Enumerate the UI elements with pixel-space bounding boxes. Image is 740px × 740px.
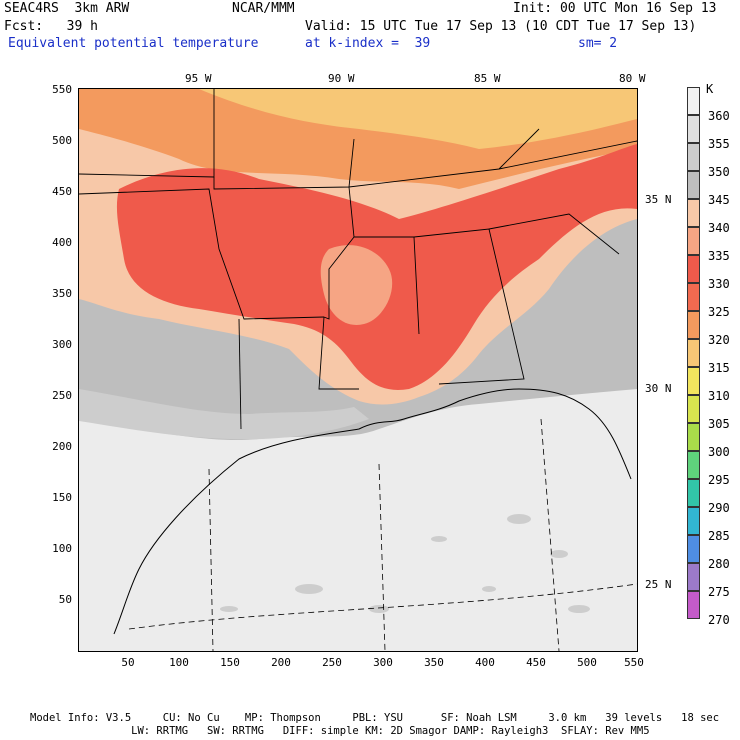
lat-label-25n: 25 N (645, 578, 672, 591)
x-tick: 250 (322, 656, 342, 669)
x-tick: 450 (526, 656, 546, 669)
y-tick: 300 (52, 338, 72, 351)
lat-label-35n: 35 N (645, 193, 672, 206)
colorbar-level-label: 295 (708, 473, 730, 487)
lon-label-85w: 85 W (474, 72, 501, 85)
y-tick: 200 (52, 440, 72, 453)
colorbar-level-label: 285 (708, 529, 730, 543)
colorbar-level-label: 360 (708, 109, 730, 123)
x-tick: 200 (271, 656, 291, 669)
colorbar-swatch (687, 507, 700, 535)
model-info-line2: LW: RRTMG SW: RRTMG DIFF: simple KM: 2D … (30, 725, 650, 737)
colorbar-swatch (687, 423, 700, 451)
center-name: NCAR/MMM (232, 1, 295, 16)
colorbar-level-label: 300 (708, 445, 730, 459)
theta-e-335-pocket (320, 245, 393, 325)
theta-e-315-region (199, 89, 637, 149)
theta-e-map (79, 89, 637, 651)
colorbar-swatch (687, 395, 700, 423)
x-tick: 300 (373, 656, 393, 669)
x-tick: 100 (169, 656, 189, 669)
colorbar-swatch (687, 171, 700, 199)
y-tick: 450 (52, 185, 72, 198)
y-tick: 350 (52, 287, 72, 300)
smoothing: sm= 2 (578, 36, 618, 51)
colorbar-swatch (687, 311, 700, 339)
field-name: Equivalent potential temperature (8, 36, 259, 51)
colorbar-swatch (687, 339, 700, 367)
init-time: Init: 00 UTC Mon 16 Sep 13 (513, 1, 717, 16)
colorbar-swatch (687, 143, 700, 171)
map-panel (78, 88, 638, 652)
y-tick: 150 (52, 491, 72, 504)
lat-label-30n: 30 N (645, 382, 672, 395)
forecast-hour: Fcst: 39 h (4, 19, 98, 34)
y-tick: 50 (58, 593, 72, 606)
x-tick: 150 (220, 656, 240, 669)
coastal-gray (79, 389, 369, 440)
gulf-speckle (220, 514, 590, 613)
colorbar-swatch (687, 451, 700, 479)
valid-time: Valid: 15 UTC Tue 17 Sep 13 (10 CDT Tue … (305, 19, 697, 34)
colorbar-swatch (687, 563, 700, 591)
gulf-ocean (79, 389, 637, 651)
colorbar-level-label: 280 (708, 557, 730, 571)
x-tick: 50 (121, 656, 135, 669)
x-tick: 350 (424, 656, 444, 669)
colorbar-level-label: 325 (708, 305, 730, 319)
state-borders (79, 89, 637, 430)
y-tick: 250 (52, 389, 72, 402)
colorbar-level-label: 330 (708, 277, 730, 291)
colorbar-level-label: 335 (708, 249, 730, 263)
colorbar-swatch (687, 255, 700, 283)
colorbar-level-label: 275 (708, 585, 730, 599)
colorbar-unit: K (706, 82, 714, 96)
colorbar-level-label: 305 (708, 417, 730, 431)
colorbar-level-label: 340 (708, 221, 730, 235)
colorbar-level-label: 320 (708, 333, 730, 347)
colorbar-swatch (687, 227, 700, 255)
model-info-line1: Model Info: V3.5 CU: No Cu MP: Thompson … (30, 712, 720, 724)
lon-label-95w: 95 W (185, 72, 212, 85)
colorbar-level-label: 345 (708, 193, 730, 207)
colorbar-level-label: 355 (708, 137, 730, 151)
model-title: SEAC4RS 3km ARW (4, 1, 130, 16)
colorbar-swatch (687, 115, 700, 143)
colorbar-level-label: 350 (708, 165, 730, 179)
y-tick: 400 (52, 236, 72, 249)
y-tick: 550 (52, 83, 72, 96)
lon-label-90w: 90 W (328, 72, 355, 85)
colorbar-swatch (687, 535, 700, 563)
colorbar-level-label: 270 (708, 613, 730, 627)
x-tick: 550 (624, 656, 644, 669)
colorbar-swatch (687, 367, 700, 395)
colorbar-level-label: 310 (708, 389, 730, 403)
colorbar-swatch (687, 591, 700, 619)
y-tick: 100 (52, 542, 72, 555)
level-index: at k-index = 39 (305, 36, 431, 51)
colorbar-swatch (687, 479, 700, 507)
y-tick: 500 (52, 134, 72, 147)
colorbar-level-label: 315 (708, 361, 730, 375)
lon-label-80w: 80 W (619, 72, 646, 85)
colorbar-level-label: 290 (708, 501, 730, 515)
colorbar-swatch (687, 199, 700, 227)
x-tick: 400 (475, 656, 495, 669)
x-tick: 500 (577, 656, 597, 669)
colorbar-swatch (687, 87, 700, 115)
graticule (128, 418, 637, 651)
colorbar-swatch (687, 283, 700, 311)
coastline (113, 388, 632, 635)
